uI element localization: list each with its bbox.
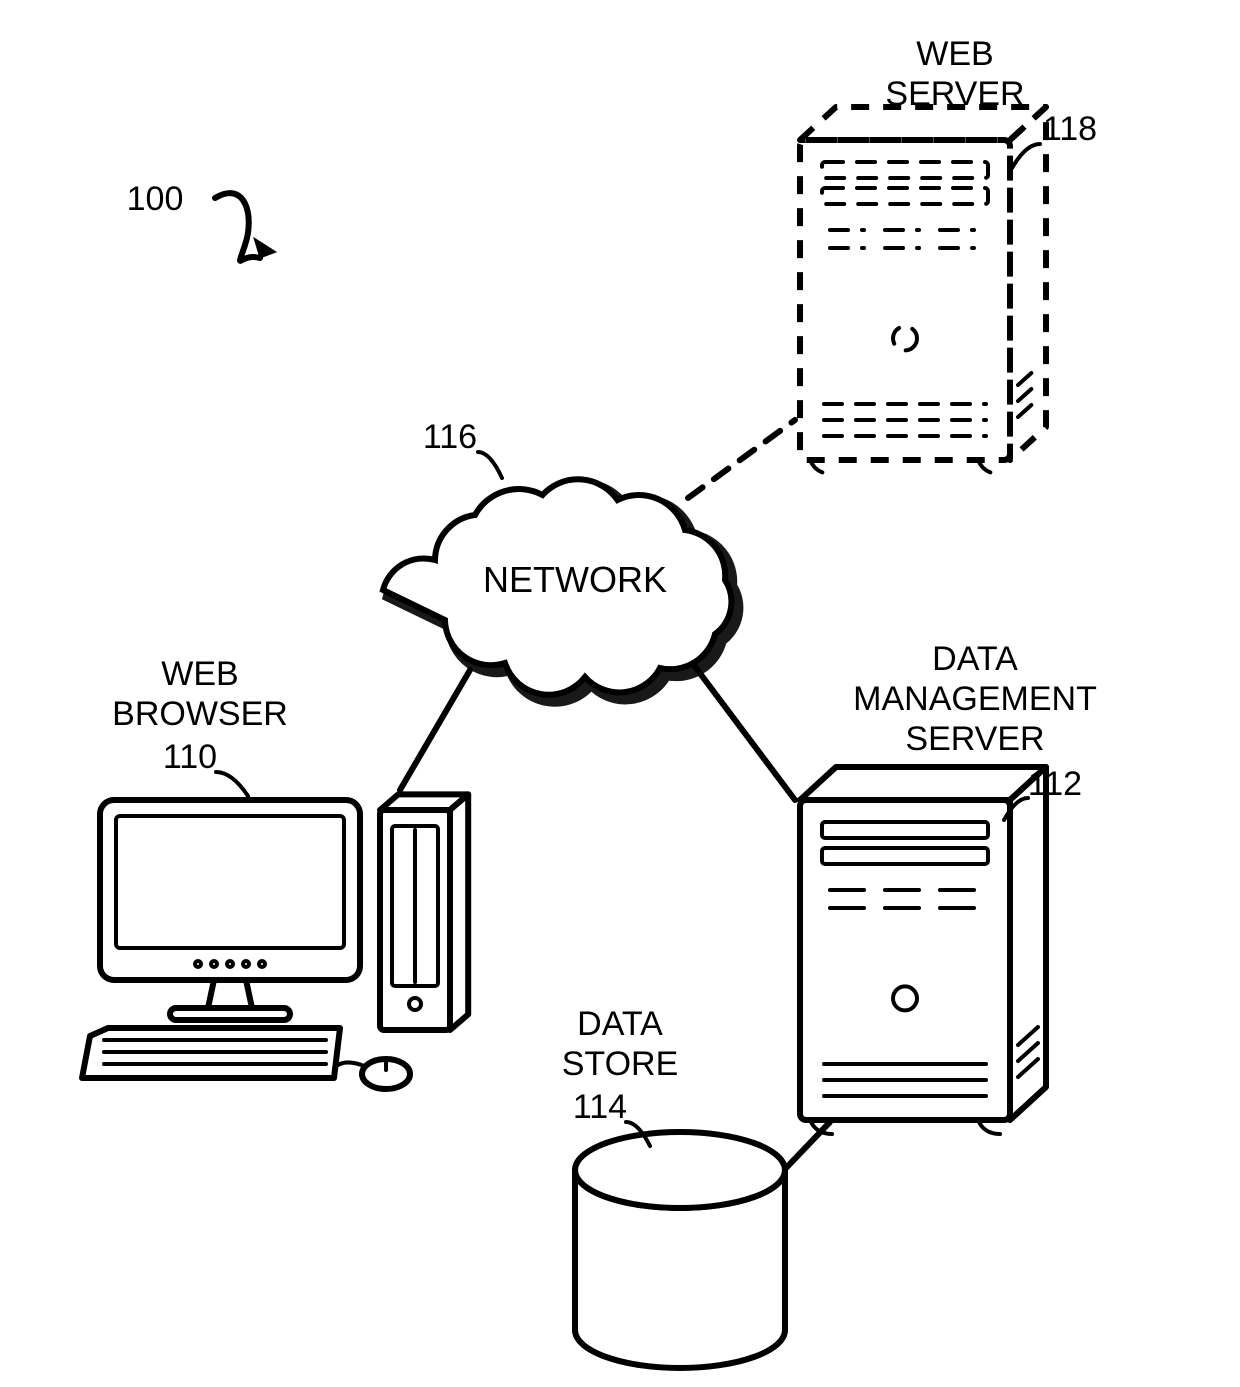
figure-ref-label: 100 [127, 180, 184, 218]
svg-text:WEB: WEB [916, 35, 993, 73]
data-store-node [575, 1132, 785, 1368]
edge-network-web_browser [400, 670, 470, 790]
edge-network-data_mgmt [690, 660, 795, 800]
edge-network-web_server [688, 420, 795, 498]
svg-text:112: 112 [1028, 765, 1082, 803]
svg-text:118: 118 [1043, 110, 1097, 148]
svg-text:114: 114 [573, 1088, 627, 1126]
web-browser-node [82, 794, 468, 1089]
svg-text:SERVER: SERVER [885, 75, 1024, 113]
figure-ref-arrow [215, 193, 260, 261]
network-label: NETWORK [483, 559, 667, 600]
data-mgmt-server-node [800, 767, 1046, 1134]
svg-text:110: 110 [163, 738, 217, 776]
svg-text:SERVER: SERVER [905, 720, 1044, 758]
svg-text:BROWSER: BROWSER [112, 695, 288, 733]
svg-text:116: 116 [423, 418, 477, 456]
svg-text:STORE: STORE [562, 1045, 679, 1083]
web-server-node [800, 107, 1046, 474]
svg-text:WEB: WEB [161, 655, 238, 693]
svg-text:DATA: DATA [577, 1005, 663, 1043]
svg-text:MANAGEMENT: MANAGEMENT [853, 680, 1097, 718]
svg-text:DATA: DATA [932, 640, 1018, 678]
